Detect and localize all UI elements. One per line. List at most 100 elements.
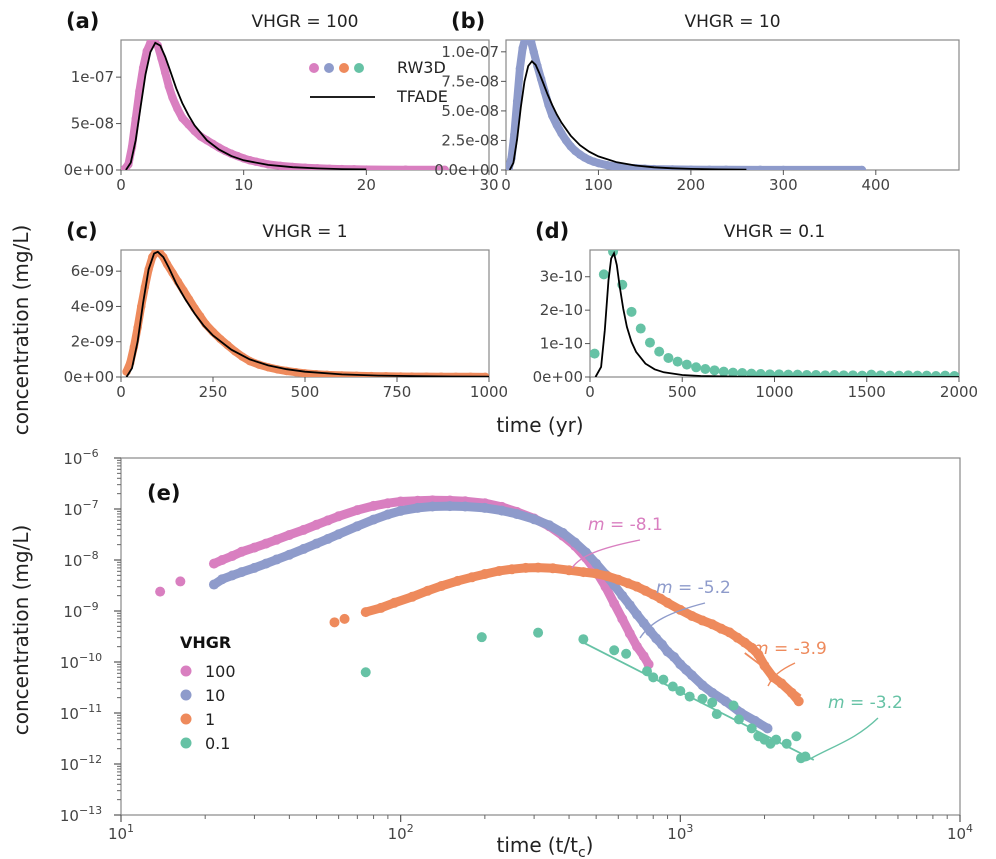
- y-tick-base: 10: [63, 450, 82, 468]
- series-point: [657, 639, 668, 650]
- annotation-leader: [639, 602, 706, 639]
- panel-label: (d): [535, 219, 569, 243]
- panel-c: (c) VHGR = 1 0 250 500 750 1000 0e+00 2e-09 4e-09…: [64, 219, 509, 401]
- series-point: [707, 697, 718, 708]
- rw3d-point: [783, 369, 794, 377]
- series-point: [781, 738, 792, 749]
- annotation-leader: [807, 717, 879, 761]
- rw3d-point: [884, 370, 895, 377]
- plot-area: [122, 250, 489, 377]
- rw3d-point: [875, 370, 886, 377]
- tfade-curve: [125, 250, 489, 377]
- x-label-close: ): [586, 833, 594, 857]
- y-tick-label: 6e-09: [71, 262, 114, 280]
- legend-marker-rw3d: [324, 63, 334, 73]
- series-point: [333, 529, 344, 540]
- series-point: [227, 550, 238, 561]
- plot-frame: [120, 249, 490, 378]
- y-tick-base: 10: [63, 501, 82, 519]
- series-point: [638, 651, 649, 662]
- x-tick-label: 400: [861, 176, 890, 194]
- panel-title: VHGR = 1: [262, 222, 347, 242]
- rw3d-point: [142, 46, 151, 56]
- legend-marker-rw3d: [339, 63, 349, 73]
- series-point: [395, 505, 406, 516]
- rw3d-point: [510, 130, 519, 139]
- series-point: [311, 519, 322, 530]
- series-point: [591, 568, 602, 579]
- series-point: [753, 649, 764, 660]
- x-tick-label: 1000: [470, 383, 508, 401]
- y-tick-base: 10: [60, 756, 79, 774]
- series-point: [533, 627, 544, 638]
- x-tick-label: 102: [388, 822, 414, 843]
- panel-title: VHGR = 10: [684, 12, 780, 32]
- rw3d-point: [921, 370, 932, 377]
- rw3d-point: [526, 40, 536, 46]
- rw3d-point: [626, 306, 637, 317]
- legend-marker: [180, 665, 192, 677]
- x-tick-label: 500: [668, 383, 697, 401]
- legend-marker-rw3d: [309, 63, 319, 73]
- series-point: [271, 554, 282, 565]
- rw3d-point: [755, 368, 766, 377]
- x-tick-label: 20: [357, 176, 376, 194]
- series-point: [323, 533, 334, 544]
- series-point: [368, 500, 379, 511]
- slope-annotation: m = -3.9: [752, 639, 827, 659]
- x-tick-base: 10: [388, 825, 407, 843]
- rw3d-point: [681, 359, 692, 370]
- plot-frame: [589, 249, 960, 378]
- rw3d-point: [184, 120, 193, 129]
- x-tick-label: 250: [199, 383, 228, 401]
- series-point: [261, 558, 272, 569]
- rw3d-point: [857, 370, 868, 377]
- series-point: [217, 574, 228, 585]
- panel-d: (d) VHGR = 0.1 0 500 1000 1500 2000 0e+00 1e-10 2…: [533, 219, 979, 401]
- y-tick-label: 1e-10: [540, 335, 583, 353]
- rw3d-band: [506, 40, 866, 170]
- rw3d-point: [561, 136, 571, 145]
- x-tick-exp: 2: [407, 822, 414, 835]
- rw3d-point: [654, 346, 665, 357]
- panel-a: (a) VHGR = 100 0 10 20 30 0e+00 5e-08 1e-07: [64, 9, 499, 194]
- series-point: [609, 645, 620, 656]
- slope-value: = -5.2: [673, 578, 731, 598]
- legend-label-tfade: TFADE: [396, 87, 448, 106]
- series-point: [621, 648, 632, 659]
- series-point: [762, 723, 773, 734]
- slope-symbol: m: [828, 693, 845, 713]
- series-point: [217, 555, 228, 565]
- series-point: [632, 609, 643, 620]
- fit-line: [744, 652, 802, 697]
- series-point: [793, 696, 804, 707]
- series-point: [602, 571, 613, 582]
- rw3d-point: [847, 370, 858, 377]
- x-label-sub: c: [578, 845, 586, 859]
- rw3d-point: [401, 165, 410, 170]
- rw3d-point: [524, 31, 532, 39]
- rw3d-point: [157, 54, 166, 63]
- panel-label: (a): [66, 9, 99, 33]
- y-tick-label: 0e+00: [64, 161, 114, 179]
- x-tick-label: 200: [677, 176, 706, 194]
- rw3d-point: [178, 113, 187, 123]
- series-point: [236, 546, 247, 557]
- x-label-word: time: [497, 833, 542, 857]
- slope-symbol: m: [752, 639, 769, 659]
- x-label-paren: (t/t: [548, 833, 578, 857]
- series-point: [686, 610, 697, 621]
- y-tick-exp: −11: [79, 702, 102, 715]
- series-point: [460, 501, 471, 512]
- annotation-leader: [767, 662, 796, 687]
- tfade-curve: [508, 59, 747, 170]
- x-tick-label: 1500: [848, 383, 886, 401]
- y-tick-exp: −9: [82, 600, 98, 613]
- series-point: [368, 514, 379, 525]
- series-point: [617, 590, 628, 601]
- rw3d-point: [135, 86, 144, 96]
- rw3d-point: [737, 367, 748, 377]
- series-point: [407, 591, 418, 602]
- rw3d-point: [912, 370, 923, 377]
